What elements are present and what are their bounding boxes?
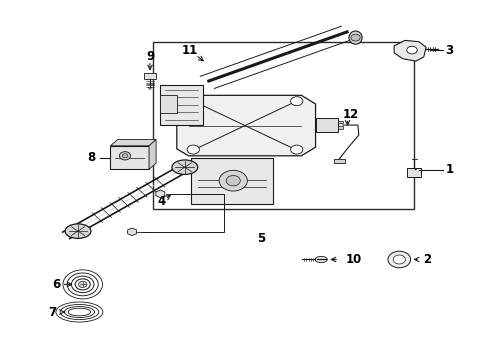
Ellipse shape	[315, 256, 327, 262]
Circle shape	[187, 97, 199, 106]
Bar	[191, 158, 273, 204]
Text: 4: 4	[157, 195, 166, 208]
Polygon shape	[394, 40, 426, 61]
Circle shape	[226, 176, 240, 186]
Ellipse shape	[349, 31, 362, 44]
Circle shape	[351, 34, 360, 41]
Circle shape	[122, 154, 128, 158]
Ellipse shape	[172, 160, 198, 175]
Text: 10: 10	[345, 253, 362, 266]
Circle shape	[407, 46, 417, 54]
Polygon shape	[127, 228, 137, 236]
Text: 7: 7	[48, 306, 56, 319]
Circle shape	[78, 281, 87, 288]
Text: 8: 8	[88, 151, 96, 164]
Polygon shape	[156, 190, 165, 198]
Bar	[145, 73, 156, 79]
Bar	[338, 126, 343, 129]
Circle shape	[120, 152, 131, 160]
Bar	[334, 158, 345, 163]
Bar	[153, 42, 415, 210]
Text: 11: 11	[181, 44, 197, 57]
Polygon shape	[149, 140, 156, 169]
Circle shape	[219, 170, 247, 191]
Text: 3: 3	[445, 44, 454, 57]
Bar	[316, 118, 338, 132]
Circle shape	[291, 145, 303, 154]
Circle shape	[388, 251, 411, 268]
Bar	[160, 85, 203, 125]
Text: 2: 2	[423, 253, 431, 266]
Circle shape	[291, 97, 303, 106]
Bar	[110, 146, 149, 169]
Text: 9: 9	[147, 50, 155, 63]
Polygon shape	[110, 140, 156, 146]
Bar	[338, 121, 343, 123]
Text: 5: 5	[257, 231, 265, 244]
Polygon shape	[177, 95, 316, 156]
Ellipse shape	[65, 224, 91, 238]
Circle shape	[393, 255, 405, 264]
Text: 1: 1	[445, 163, 454, 176]
Circle shape	[187, 145, 199, 154]
Bar	[160, 95, 177, 113]
Bar	[407, 168, 421, 176]
Text: 6: 6	[52, 278, 60, 291]
Text: 12: 12	[343, 108, 359, 121]
